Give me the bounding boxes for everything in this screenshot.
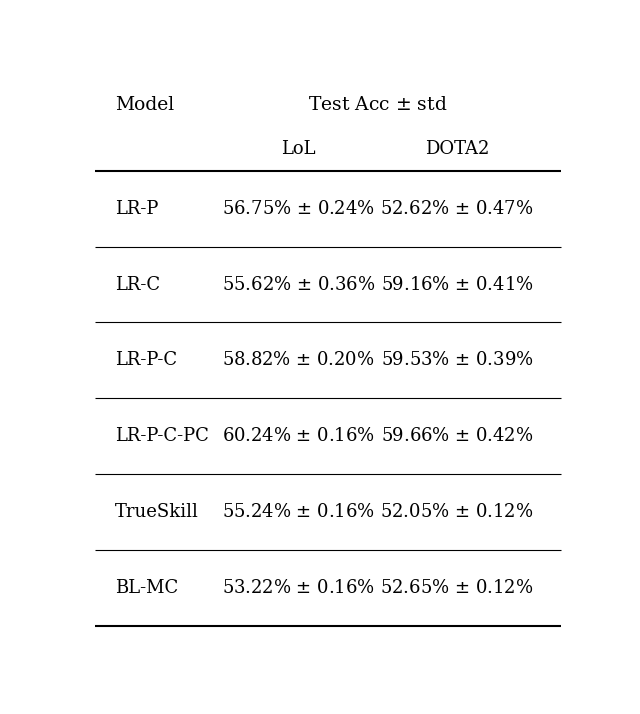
Text: DOTA2: DOTA2 (425, 140, 489, 158)
Text: 53.22% $\pm$ 0.16%: 53.22% $\pm$ 0.16% (222, 578, 374, 597)
Text: Test Acc $\pm$ std: Test Acc $\pm$ std (308, 96, 447, 114)
Text: 59.16% $\pm$ 0.41%: 59.16% $\pm$ 0.41% (381, 276, 533, 293)
Text: LR-C: LR-C (115, 276, 160, 293)
Text: 52.05% $\pm$ 0.12%: 52.05% $\pm$ 0.12% (380, 503, 534, 521)
Text: 59.53% $\pm$ 0.39%: 59.53% $\pm$ 0.39% (381, 351, 533, 369)
Text: 59.66% $\pm$ 0.42%: 59.66% $\pm$ 0.42% (381, 427, 533, 445)
Text: BL-MC: BL-MC (115, 578, 178, 597)
Text: LR-P-C: LR-P-C (115, 351, 177, 369)
Text: LR-P: LR-P (115, 200, 158, 218)
Text: 52.62% $\pm$ 0.47%: 52.62% $\pm$ 0.47% (380, 200, 534, 218)
Text: 52.65% $\pm$ 0.12%: 52.65% $\pm$ 0.12% (380, 578, 534, 597)
Text: 60.24% $\pm$ 0.16%: 60.24% $\pm$ 0.16% (222, 427, 374, 445)
Text: TrueSkill: TrueSkill (115, 503, 198, 521)
Text: LR-P-C-PC: LR-P-C-PC (115, 427, 209, 445)
Text: Model: Model (115, 96, 174, 114)
Text: 55.62% $\pm$ 0.36%: 55.62% $\pm$ 0.36% (221, 276, 375, 293)
Text: 56.75% $\pm$ 0.24%: 56.75% $\pm$ 0.24% (222, 200, 374, 218)
Text: LoL: LoL (281, 140, 316, 158)
Text: 58.82% $\pm$ 0.20%: 58.82% $\pm$ 0.20% (222, 351, 374, 369)
Text: 55.24% $\pm$ 0.16%: 55.24% $\pm$ 0.16% (222, 503, 374, 521)
